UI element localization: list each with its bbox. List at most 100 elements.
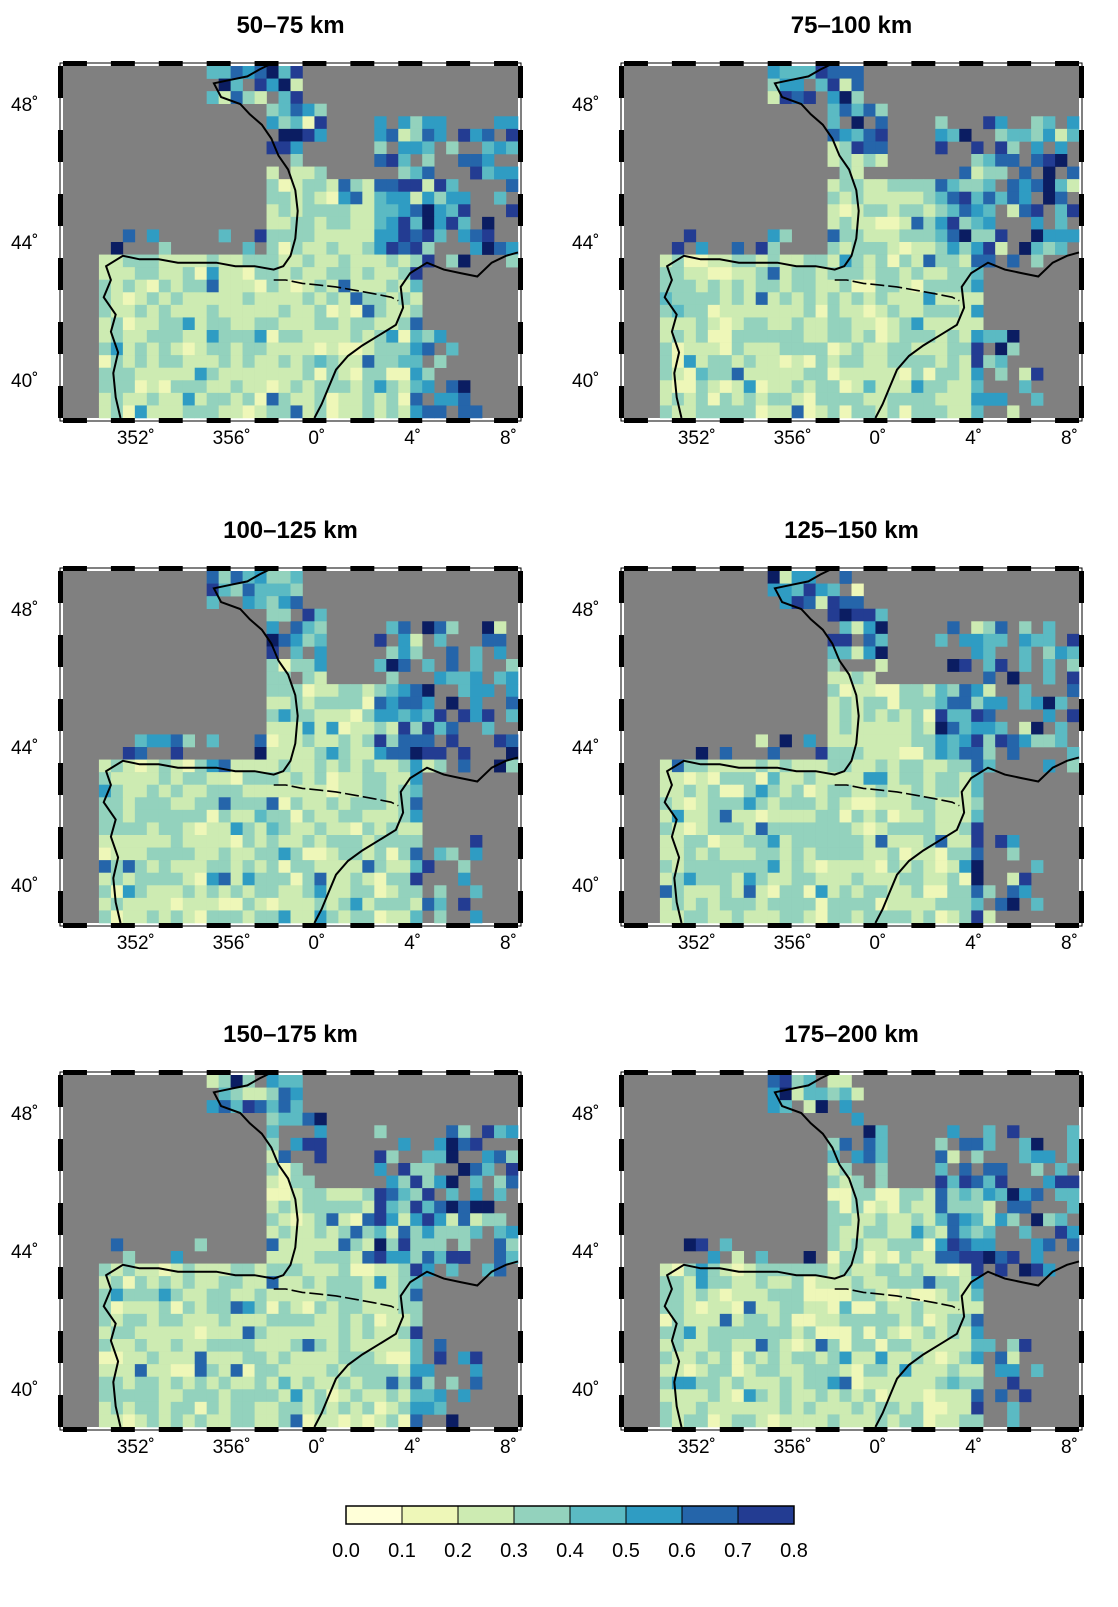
grid-cell	[995, 659, 1008, 672]
coastline-mediterranean	[313, 756, 519, 924]
grid-cell	[314, 1150, 327, 1164]
grid-cell	[134, 1364, 148, 1378]
grid-cell	[1067, 1137, 1080, 1151]
grid-cell	[1067, 166, 1080, 180]
grid-cell	[182, 1276, 196, 1290]
grid-cell	[743, 405, 757, 419]
grid-cell	[851, 583, 864, 597]
grid-cell	[839, 342, 852, 356]
grid-cell	[851, 1276, 864, 1290]
colorbar-tick-label: 0.2	[444, 1540, 472, 1562]
grid-cell	[206, 1100, 219, 1114]
grid-cell	[398, 342, 411, 356]
coastline-atlantic	[102, 61, 299, 419]
grid-cell	[791, 367, 804, 381]
grid-cell	[827, 292, 840, 306]
frame-tick	[719, 923, 744, 928]
grid-cell	[827, 1376, 840, 1390]
grid-cell	[863, 1213, 876, 1227]
grid-cell	[314, 179, 327, 193]
grid-cell	[302, 1276, 315, 1290]
grid-cell	[218, 822, 231, 836]
grid-cell	[1019, 646, 1032, 660]
grid-cell	[170, 405, 184, 419]
grid-cell	[326, 191, 339, 205]
grid-cell	[743, 1326, 757, 1340]
grid-cell	[851, 91, 864, 105]
grid-cell	[803, 330, 816, 343]
grid-cell	[683, 292, 697, 306]
grid-cell	[923, 809, 936, 823]
grid-cell	[302, 671, 315, 685]
grid-cell	[278, 392, 291, 406]
grid-cell	[899, 342, 912, 356]
grid-cell	[122, 330, 136, 343]
grid-cell	[458, 1213, 471, 1227]
grid-cell	[719, 304, 733, 318]
grid-cell	[863, 304, 876, 318]
grid-cell	[434, 116, 447, 130]
grid-cell	[911, 1251, 924, 1264]
grid-cell	[506, 179, 519, 193]
grid-cell	[875, 872, 888, 886]
grid-cell	[851, 204, 864, 218]
grid-cell	[170, 1313, 184, 1327]
frame-tick	[58, 1331, 63, 1363]
grid-cell	[899, 1288, 912, 1302]
grid-cell	[422, 659, 435, 672]
grid-cell	[374, 116, 387, 130]
grid-cell	[290, 1276, 303, 1290]
grid-cell	[995, 1251, 1008, 1264]
grid-cell	[923, 229, 936, 243]
grid-cell	[947, 1389, 960, 1403]
grid-cell	[254, 1313, 267, 1327]
grid-cell	[350, 1414, 363, 1428]
grid-cell	[398, 1313, 411, 1327]
grid-cell	[290, 1213, 303, 1227]
grid-cell	[803, 317, 816, 331]
grid-cell	[146, 835, 160, 848]
grid-cell	[350, 721, 363, 735]
grid-cell	[863, 1200, 876, 1214]
grid-cell	[506, 696, 519, 710]
grid-cell	[302, 367, 315, 381]
grid-cell	[1043, 671, 1056, 685]
grid-cell	[170, 1276, 184, 1290]
grid-cell	[875, 392, 888, 406]
grid-cell	[863, 342, 876, 356]
grid-cell	[386, 1188, 399, 1202]
grid-cell	[98, 910, 112, 924]
grid-cell	[1007, 128, 1020, 142]
grid-cell	[218, 392, 231, 406]
grid-cell	[218, 355, 231, 369]
grid-cell	[851, 1364, 864, 1378]
grid-cell	[254, 885, 267, 899]
grid-cell	[935, 179, 948, 193]
frame-tick	[1079, 699, 1084, 731]
grid-cell	[803, 1414, 816, 1428]
grid-cell	[398, 1163, 411, 1176]
colorbar-swatch	[345, 1505, 403, 1525]
grid-cell	[290, 1163, 303, 1176]
grid-cell	[971, 696, 984, 710]
grid-cell	[470, 835, 483, 848]
grid-cell	[731, 292, 745, 306]
grid-cell	[995, 128, 1008, 142]
grid-cell	[314, 317, 327, 331]
grid-cell	[791, 1087, 804, 1101]
grid-cell	[206, 1276, 219, 1290]
grid-cell	[266, 304, 279, 318]
grid-cell	[803, 872, 816, 886]
grid-cell	[995, 1389, 1008, 1403]
grid-cell	[170, 759, 184, 773]
grid-cell	[194, 367, 207, 381]
grid-cell	[182, 1301, 196, 1315]
frame-tick	[911, 418, 936, 423]
grid-cell	[266, 216, 279, 230]
grid-cell	[230, 847, 243, 861]
grid-cell	[170, 304, 184, 318]
grid-cell	[1019, 1263, 1032, 1277]
grid-cell	[1067, 1188, 1080, 1202]
grid-cell	[266, 355, 279, 369]
grid-cell	[374, 405, 387, 419]
